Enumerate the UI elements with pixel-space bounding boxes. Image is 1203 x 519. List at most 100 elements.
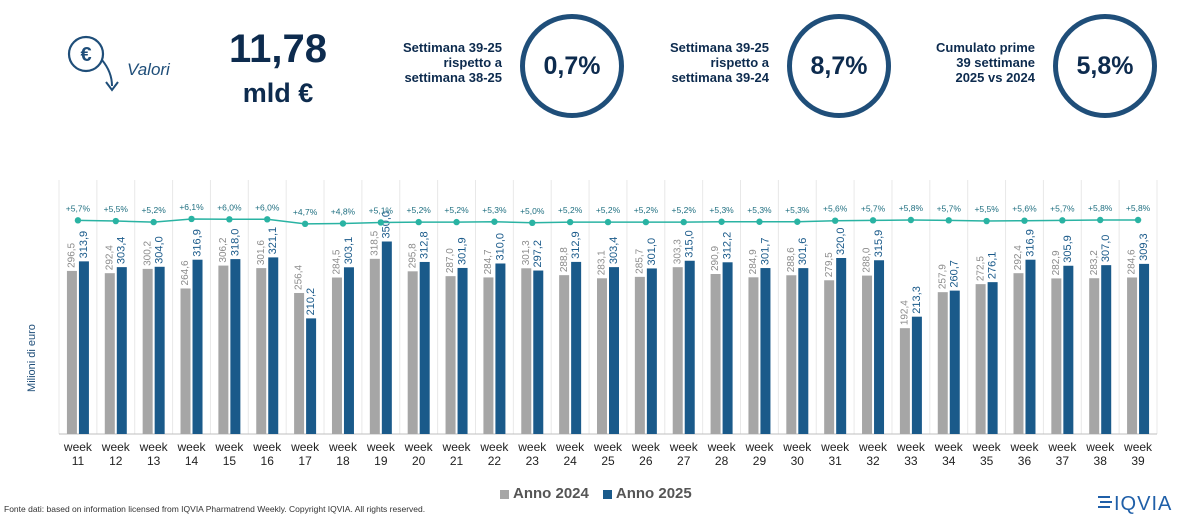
bar-2025 (911, 316, 922, 434)
total-value: 11,78 (229, 27, 327, 71)
data-label-2024: 192,4 (900, 300, 911, 325)
bar-2025 (268, 257, 279, 434)
bar-2025 (230, 259, 241, 434)
growth-point (301, 220, 309, 228)
data-label-2025: 315,0 (684, 230, 696, 258)
data-label-2025: 316,9 (1024, 229, 1036, 257)
x-tick-label: week (744, 440, 774, 454)
data-label-2025: 312,9 (570, 231, 582, 259)
x-tick-label-number: 19 (374, 454, 388, 468)
data-label-2025: 213,3 (911, 286, 923, 314)
data-label-2024: 284,9 (748, 249, 759, 274)
growth-point (1097, 216, 1104, 224)
growth-label: +5,7% (861, 203, 886, 213)
data-label-2024: 257,9 (937, 264, 948, 289)
bar-2024 (1089, 278, 1100, 434)
bar-2024 (786, 275, 797, 434)
x-tick-label: week (782, 440, 812, 454)
data-label-2025: 313,9 (78, 231, 90, 259)
x-tick-label: week (707, 440, 737, 454)
growth-label: +5,3% (709, 205, 734, 215)
bar-2024 (937, 292, 948, 434)
x-tick-label: week (442, 440, 472, 454)
x-tick-label-number: 18 (336, 454, 350, 468)
x-tick-label: week (972, 440, 1002, 454)
kpi-label-weekly-vs-prev: Settimana 39-25 rispetto a settimana 38-… (403, 40, 502, 85)
data-label-2024: 292,4 (104, 245, 115, 270)
bar-2024 (445, 276, 456, 434)
growth-point (680, 218, 687, 226)
legend-item-2025: Anno 2025 (602, 485, 692, 502)
data-label-2025: 312,2 (721, 232, 733, 260)
data-label-2024: 303,3 (672, 239, 683, 264)
bar-2024 (369, 258, 380, 434)
data-label-2024: 272,5 (975, 256, 986, 281)
kpi-label-cumulative: Cumulato prime 39 settimane 2025 vs 2024 (936, 40, 1035, 85)
data-label-2024: 285,7 (635, 248, 646, 273)
bar-2024 (483, 277, 494, 434)
bar-2025 (381, 241, 392, 434)
data-label-2024: 287,0 (445, 248, 456, 273)
x-tick-label-number: 37 (1056, 454, 1070, 468)
data-label-2024: 290,9 (710, 246, 721, 271)
growth-point (339, 220, 347, 227)
x-tick-label-number: 16 (261, 454, 275, 468)
bar-2025 (1101, 265, 1112, 434)
data-label-2024: 283,1 (597, 250, 608, 275)
x-tick-label: week (101, 440, 131, 454)
bar-2025 (78, 261, 89, 434)
x-tick-label-number: 13 (147, 454, 161, 468)
x-tick-label: week (1085, 440, 1115, 454)
growth-label: +5,7% (66, 203, 91, 213)
x-tick-label: week (139, 440, 169, 454)
bar-2025 (343, 267, 354, 434)
x-tick-label: week (177, 440, 207, 454)
source-footnote: Fonte dati: based on information license… (4, 504, 426, 514)
data-label-2024: 301,6 (256, 240, 267, 265)
data-label-2024: 282,9 (1051, 250, 1062, 275)
legend-swatch-2025 (602, 489, 612, 499)
bar-2024 (710, 274, 721, 434)
kpi-circle-cumulative: 5,8% (1053, 14, 1157, 118)
legend-item-2024: Anno 2024 (500, 485, 589, 502)
growth-label: +5,3% (747, 205, 772, 215)
x-tick-label-number: 38 (1094, 454, 1108, 468)
data-label-2025: 310,0 (494, 233, 506, 261)
x-tick-label: week (1123, 440, 1153, 454)
growth-label: +5,3% (482, 205, 507, 215)
bar-2025 (154, 266, 165, 434)
growth-point (264, 216, 271, 223)
growth-label: +5,2% (596, 205, 621, 215)
growth-point (453, 218, 460, 226)
data-label-2025: 315,9 (873, 230, 885, 258)
x-tick-label-number: 29 (753, 454, 767, 468)
growth-point (226, 216, 233, 223)
x-tick-label: week (252, 440, 282, 454)
x-tick-label: week (631, 440, 661, 454)
valori-label: Valori (127, 60, 170, 79)
x-tick-label-number: 20 (412, 454, 426, 468)
x-tick-label: week (328, 440, 358, 454)
growth-point (112, 217, 119, 225)
growth-label: +5,1% (369, 205, 394, 215)
euro-symbol: € (80, 44, 91, 66)
bar-2024 (104, 273, 115, 434)
growth-point (74, 217, 82, 224)
x-tick-label: week (63, 440, 93, 454)
x-tick-label-number: 32 (866, 454, 880, 468)
bar-2025 (874, 260, 885, 434)
x-tick-label-number: 34 (942, 454, 956, 468)
bar-2024 (180, 288, 191, 434)
bar-2025 (987, 282, 998, 434)
x-tick-label: week (290, 440, 320, 454)
bar-2024 (66, 270, 77, 434)
data-label-2025: 316,9 (191, 229, 203, 257)
x-tick-label-number: 35 (980, 454, 994, 468)
growth-label: +5,2% (407, 205, 432, 215)
growth-label: +5,5% (104, 204, 129, 214)
bar-2024 (407, 271, 418, 434)
bar-2024 (975, 284, 986, 434)
bar-2025 (1025, 259, 1036, 434)
growth-label: +5,2% (558, 205, 583, 215)
bar-2025 (116, 267, 127, 434)
